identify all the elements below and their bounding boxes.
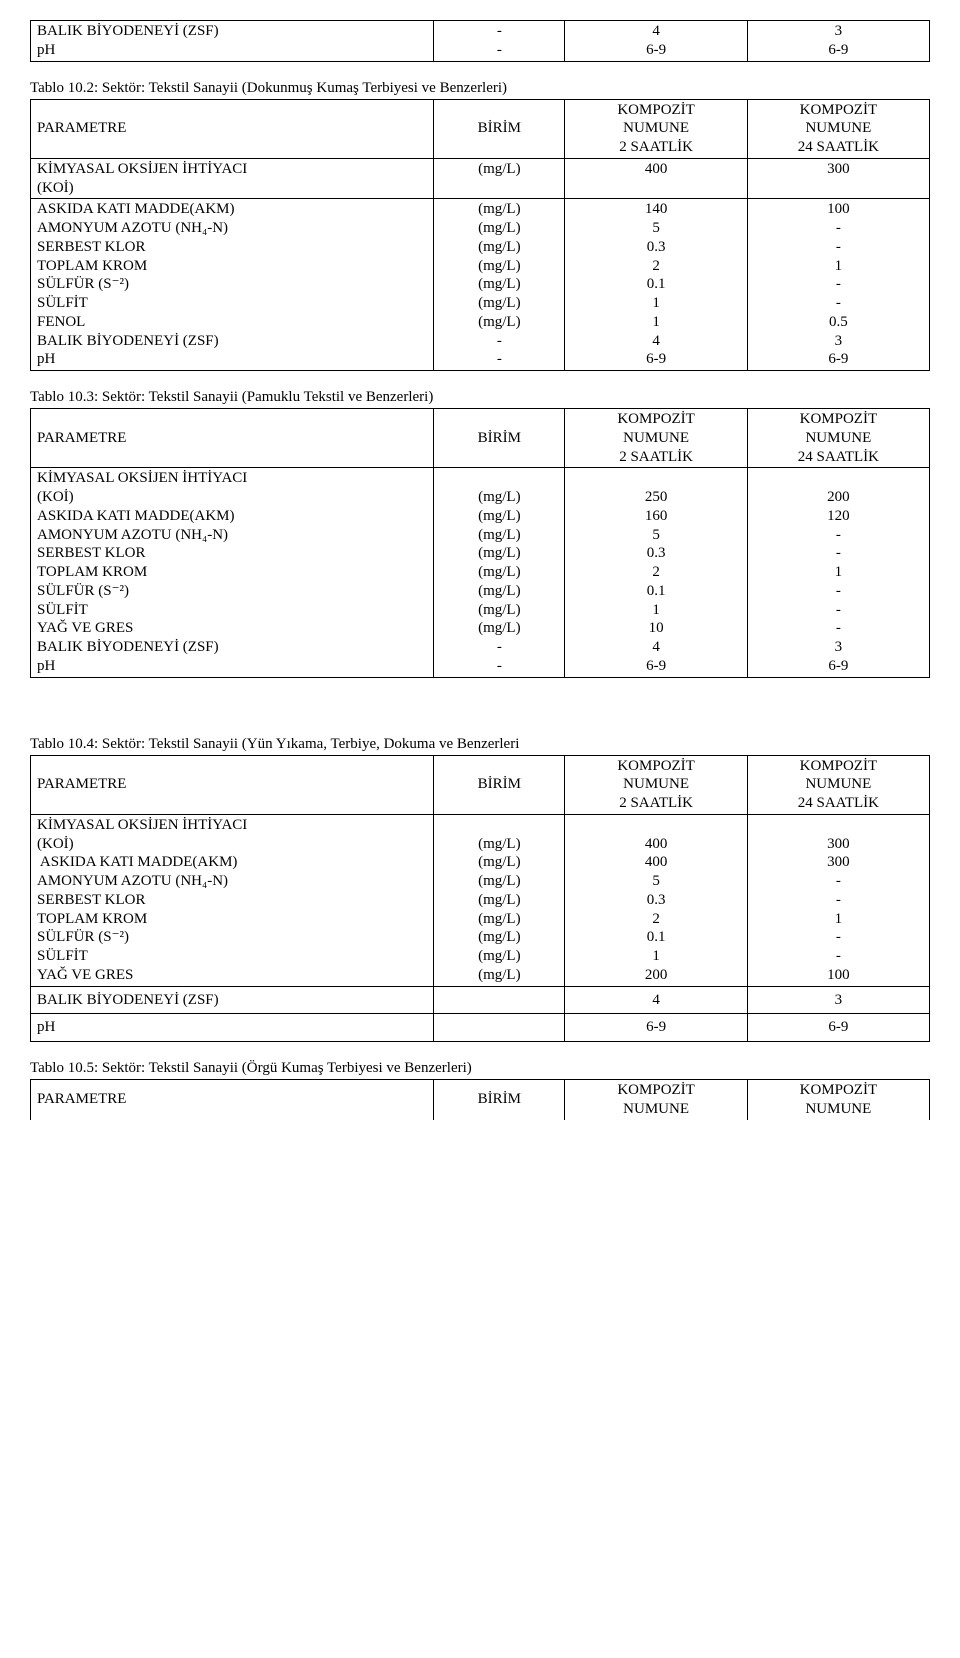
header-birim: BİRİM (434, 99, 565, 158)
header-2saatlik: KOMPOZİT NUMUNE 2 SAATLİK (565, 409, 747, 468)
table5-caption: Tablo 10.5: Sektör: Tekstil Sanayii (Örg… (30, 1060, 930, 1077)
table5: PARAMETRE BİRİM KOMPOZİT NUMUNE KOMPOZİT… (30, 1079, 930, 1121)
cell: 250 160 5 0.3 2 0.1 1 10 4 6-9 (565, 468, 747, 677)
cell: (mg/L) (mg/L) (mg/L) (mg/L) (mg/L) (mg/L… (434, 199, 565, 371)
cell (434, 1014, 565, 1042)
top-fragment-table: BALIK BİYODENEYİ (ZSF) pH - - 4 6-9 3 6-… (30, 20, 930, 62)
table3-caption: Tablo 10.3: Sektör: Tekstil Sanayii (Pam… (30, 389, 930, 406)
header-birim: BİRİM (434, 755, 565, 814)
table3: PARAMETRE BİRİM KOMPOZİT NUMUNE 2 SAATLİ… (30, 408, 930, 678)
cell: 200 120 - - 1 - - - 3 6-9 (747, 468, 929, 677)
cell: KİMYASAL OKSİJEN İHTİYACI (KOİ) (31, 158, 434, 199)
cell: (mg/L) (mg/L) (mg/L) (mg/L) (mg/L) (mg/L… (434, 468, 565, 677)
table4-caption: Tablo 10.4: Sektör: Tekstil Sanayii (Yün… (30, 736, 930, 753)
header-2saatlik: KOMPOZİT NUMUNE 2 SAATLİK (565, 99, 747, 158)
cell: KİMYASAL OKSİJEN İHTİYACI (KOİ) ASKIDA K… (31, 814, 434, 986)
header-parametre: PARAMETRE (31, 409, 434, 468)
cell: KİMYASAL OKSİJEN İHTİYACI (KOİ) ASKIDA K… (31, 468, 434, 677)
cell: 400 400 5 0.3 2 0.1 1 200 (565, 814, 747, 986)
cell: 100 - - 1 - - 0.5 3 6-9 (747, 199, 929, 371)
cell: BALIK BİYODENEYİ (ZSF) (31, 986, 434, 1014)
cell: 3 6-9 (747, 21, 929, 62)
header-2saatlik: KOMPOZİT NUMUNE 2 SAATLİK (565, 755, 747, 814)
header-kompozit-2: KOMPOZİT NUMUNE (747, 1080, 929, 1121)
header-parametre: PARAMETRE (31, 99, 434, 158)
table2: PARAMETRE BİRİM KOMPOZİT NUMUNE 2 SAATLİ… (30, 99, 930, 372)
cell: pH (31, 1014, 434, 1042)
cell (434, 986, 565, 1014)
cell: BALIK BİYODENEYİ (ZSF) pH (31, 21, 434, 62)
header-24saatlik: KOMPOZİT NUMUNE 24 SAATLİK (747, 755, 929, 814)
header-24saatlik: KOMPOZİT NUMUNE 24 SAATLİK (747, 409, 929, 468)
cell: 300 300 - - 1 - - 100 (747, 814, 929, 986)
table4: PARAMETRE BİRİM KOMPOZİT NUMUNE 2 SAATLİ… (30, 755, 930, 1043)
header-kompozit-1: KOMPOZİT NUMUNE (565, 1080, 747, 1121)
header-parametre: PARAMETRE (31, 755, 434, 814)
cell: 300 (747, 158, 929, 199)
cell: - - (434, 21, 565, 62)
cell: 400 (565, 158, 747, 199)
header-parametre: PARAMETRE (31, 1080, 434, 1121)
cell: ASKIDA KATI MADDE(AKM) AMONYUM AZOTU (NH… (31, 199, 434, 371)
cell: 4 6-9 (565, 21, 747, 62)
cell: 6-9 (747, 1014, 929, 1042)
cell: 6-9 (565, 1014, 747, 1042)
cell: 4 (565, 986, 747, 1014)
header-24saatlik: KOMPOZİT NUMUNE 24 SAATLİK (747, 99, 929, 158)
table2-caption: Tablo 10.2: Sektör: Tekstil Sanayii (Dok… (30, 80, 930, 97)
header-birim: BİRİM (434, 1080, 565, 1121)
cell: 140 5 0.3 2 0.1 1 1 4 6-9 (565, 199, 747, 371)
cell: (mg/L) (mg/L) (mg/L) (mg/L) (mg/L) (mg/L… (434, 814, 565, 986)
cell: 3 (747, 986, 929, 1014)
header-birim: BİRİM (434, 409, 565, 468)
cell: (mg/L) (434, 158, 565, 199)
